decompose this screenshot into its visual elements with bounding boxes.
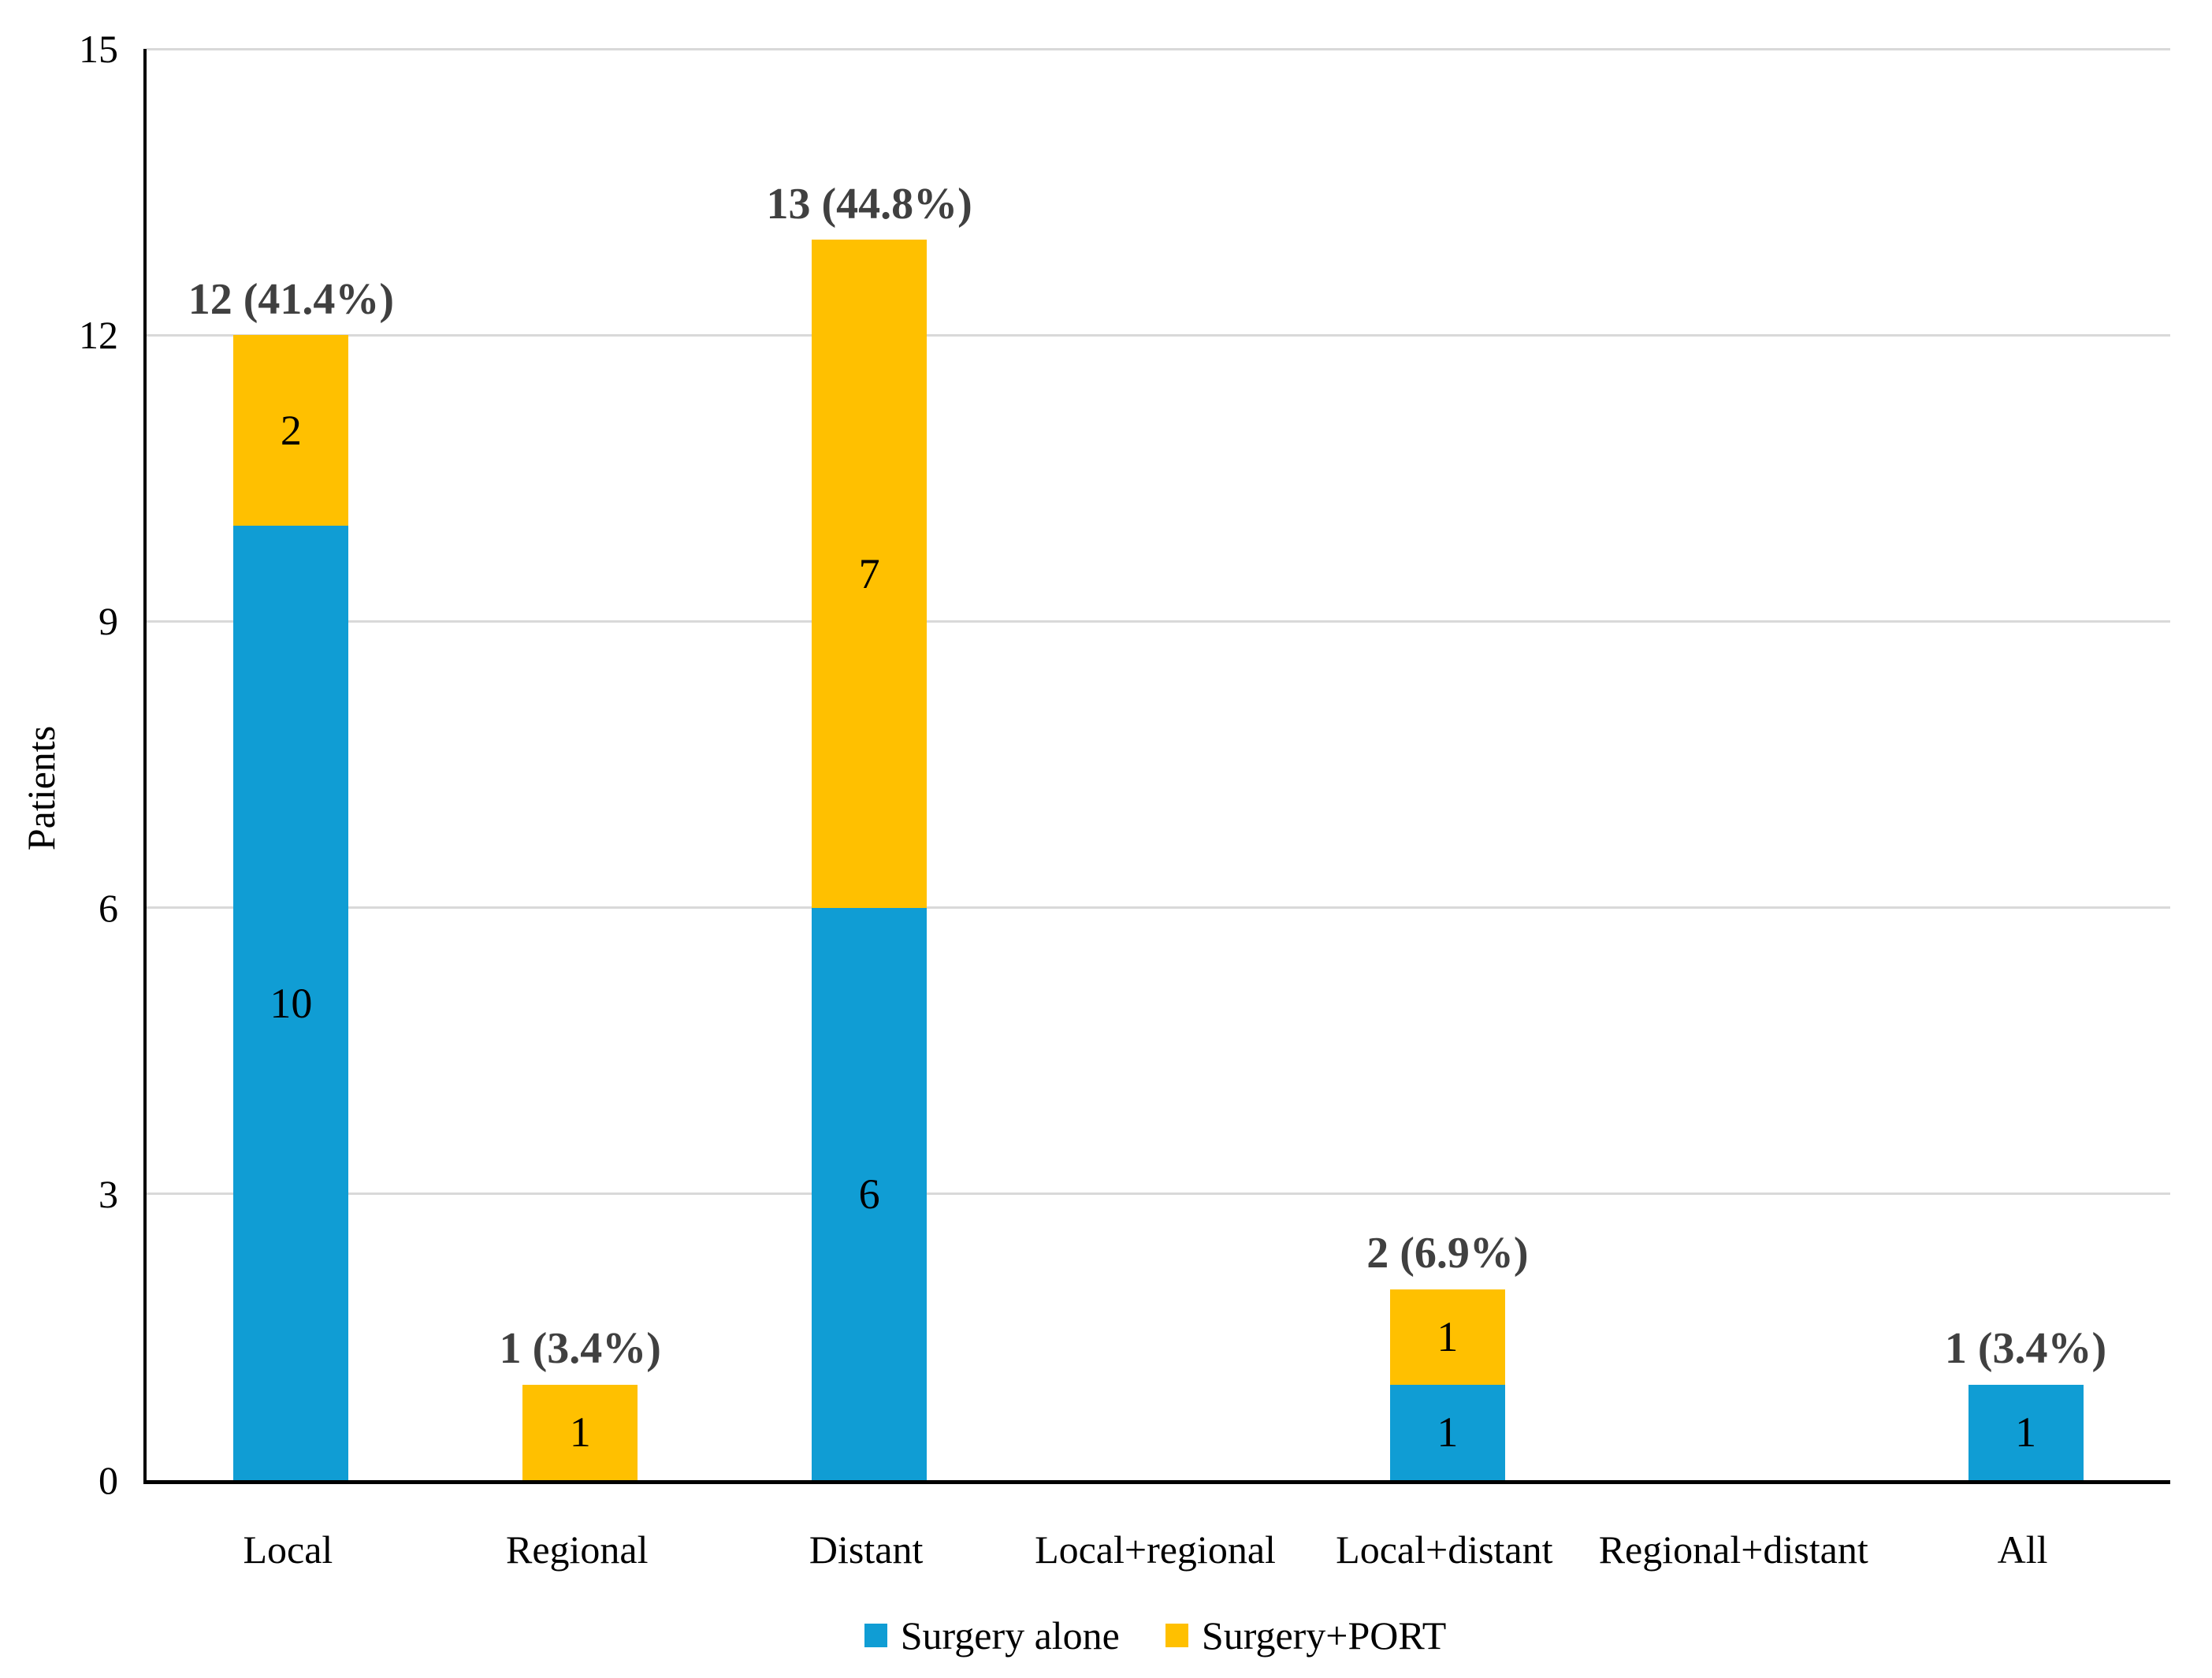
x-axis-labels: Local Regional Distant Local+regional Local+… [143,1526,2167,1573]
y-tick-label-12: 12 [79,313,118,358]
gridline-y12 [147,333,2170,337]
legend-item-surgery-port: Surgery+PORT [1165,1616,1446,1655]
total-label-local: 12 (41.4%) [188,274,395,324]
segment-value-label: 1 [569,1408,591,1457]
segment-value-label: 1 [2015,1408,2037,1457]
bar-segment-surgery-alone-distant: 6 [812,907,928,1480]
bar-segment-surgery-port-local-distant: 1 [1389,1289,1505,1385]
bar-segment-surgery-alone-local: 10 [233,526,349,1480]
legend-label: Surgery alone [900,1613,1120,1658]
legend-swatch-icon [864,1624,887,1647]
x-category-label-local-regional: Local+regional [1035,1527,1276,1572]
bar-segment-surgery-port-local: 2 [233,335,349,526]
segment-value-label: 2 [280,407,302,455]
y-axis-title: Patients [19,725,63,851]
y-tick-label-9: 9 [99,599,118,644]
legend-swatch-icon [1165,1624,1188,1647]
plot-area: 10 2 12 (41.4%) 1 1 (3.4%) 6 7 13 (44.8%) 1 1 2 (6… [143,47,2170,1484]
legend: Surgery alone Surgery+PORT [143,1616,2167,1655]
x-category-label-distant: Distant [809,1527,924,1572]
segment-value-label: 1 [1437,1313,1459,1361]
gridline-y9 [147,619,2170,623]
total-label-regional: 1 (3.4%) [499,1324,661,1374]
x-category-label-regional: Regional [506,1527,649,1572]
bar-segment-surgery-port-regional: 1 [522,1384,638,1480]
y-tick-label-0: 0 [99,1458,118,1502]
bar-segment-surgery-alone-local-distant: 1 [1389,1384,1505,1480]
gridline-y6 [147,906,2170,910]
bar-segment-surgery-alone-all: 1 [1968,1384,2084,1480]
segment-value-label: 7 [858,549,880,597]
gridline-y15 [147,47,2170,50]
x-category-label-regional-distant: Regional+distant [1598,1527,1868,1572]
segment-value-label: 1 [1437,1408,1459,1457]
gridline-y3 [147,1192,2170,1196]
y-tick-label-15: 15 [79,27,118,71]
total-label-distant: 13 (44.8%) [766,179,972,229]
x-category-label-local: Local [243,1527,333,1572]
segment-value-label: 6 [858,1170,880,1218]
y-tick-label-3: 3 [99,1171,118,1216]
total-label-all: 1 (3.4%) [1944,1324,2107,1374]
x-category-label-all: All [1997,1527,2048,1572]
legend-label: Surgery+PORT [1201,1613,1447,1658]
legend-item-surgery-alone: Surgery alone [864,1616,1120,1655]
y-tick-label-6: 6 [99,885,118,930]
x-category-label-local-distant: Local+distant [1336,1527,1553,1572]
total-label-local-distant: 2 (6.9%) [1366,1229,1529,1278]
segment-value-label: 10 [270,979,313,1027]
bar-segment-surgery-port-distant: 7 [812,240,928,908]
